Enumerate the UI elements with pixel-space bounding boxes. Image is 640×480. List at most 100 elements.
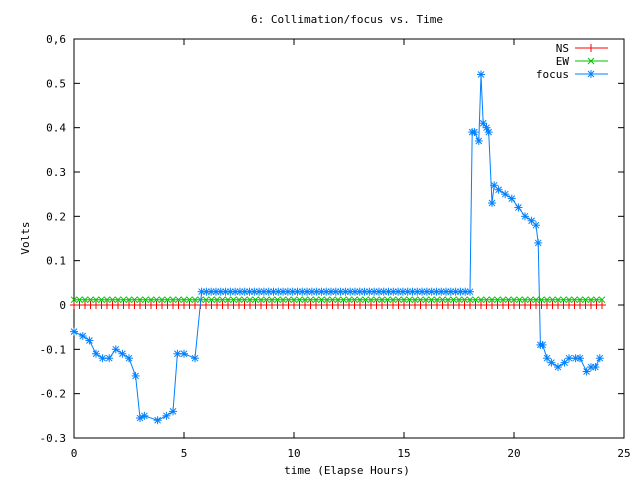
data-point-marker — [312, 296, 320, 304]
data-point-marker — [263, 296, 270, 304]
data-point-marker — [105, 354, 114, 363]
data-point-marker — [76, 296, 83, 304]
data-point-marker — [131, 371, 140, 380]
data-point-marker — [595, 354, 604, 363]
data-point-marker — [444, 296, 452, 304]
data-point-marker — [180, 349, 188, 358]
data-point-marker — [560, 296, 567, 304]
data-point-marker — [356, 296, 364, 304]
x-tick-label: 10 — [287, 447, 300, 460]
data-point-marker — [307, 296, 314, 304]
data-point-marker — [125, 296, 133, 304]
data-point-marker — [565, 296, 573, 304]
data-point-marker — [103, 296, 111, 304]
data-point-marker — [510, 296, 518, 304]
data-point-marker — [437, 287, 446, 296]
data-point-marker — [472, 296, 479, 304]
data-point-marker — [593, 296, 600, 304]
data-point-marker — [345, 296, 353, 304]
data-point-marker — [279, 296, 287, 304]
data-point-marker — [257, 296, 265, 304]
data-point-marker — [389, 296, 397, 304]
data-point-marker — [362, 296, 369, 304]
data-point-marker — [598, 296, 606, 304]
data-point-marker — [505, 296, 512, 304]
data-point-marker — [111, 345, 120, 354]
data-point-marker — [587, 57, 595, 65]
data-point-marker — [114, 296, 122, 304]
data-point-marker — [301, 296, 309, 304]
legend-label: NS — [556, 42, 569, 55]
y-tick-label: 0.4 — [46, 122, 66, 135]
data-point-marker — [479, 119, 488, 128]
data-point-marker — [450, 296, 457, 304]
data-point-marker — [241, 296, 248, 304]
x-tick-label: 20 — [507, 447, 520, 460]
y-tick-label: 0.5 — [46, 77, 66, 90]
legend-item: NS — [556, 42, 608, 55]
data-point-marker — [331, 287, 340, 296]
y-tick-label: 0 — [59, 299, 66, 312]
data-point-marker — [367, 296, 375, 304]
data-point-marker — [576, 354, 584, 363]
data-point-marker — [587, 70, 595, 78]
data-point-marker — [213, 296, 221, 304]
data-point-marker — [543, 296, 551, 304]
data-point-marker — [488, 199, 496, 208]
data-point-marker — [293, 287, 302, 296]
x-tick-label: 5 — [181, 447, 188, 460]
data-point-marker — [433, 296, 441, 304]
data-point-marker — [587, 44, 595, 52]
data-point-marker — [373, 296, 380, 304]
legend-label: focus — [536, 68, 569, 81]
data-point-marker — [246, 296, 254, 304]
data-point-marker — [514, 203, 523, 212]
data-point-marker — [384, 296, 391, 304]
data-point-marker — [318, 296, 325, 304]
y-tick-label: 0,6 — [46, 33, 66, 46]
data-point-marker — [158, 296, 166, 304]
data-point-marker — [136, 296, 144, 304]
data-point-marker — [131, 296, 138, 304]
data-point-marker — [406, 296, 413, 304]
data-point-marker — [477, 296, 485, 304]
data-point-marker — [398, 287, 407, 296]
data-point-marker — [268, 296, 276, 304]
data-point-marker — [92, 349, 100, 358]
data-point-marker — [411, 296, 419, 304]
data-point-marker — [169, 296, 177, 304]
data-point-marker — [307, 287, 316, 296]
data-point-marker — [180, 296, 188, 304]
data-point-marker — [554, 296, 562, 304]
data-point-marker — [252, 296, 259, 304]
data-point-marker — [140, 411, 149, 420]
data-point-marker — [442, 287, 451, 296]
series-line — [73, 74, 601, 421]
data-point-marker — [303, 287, 312, 296]
data-point-marker — [125, 354, 133, 363]
data-point-marker — [379, 287, 388, 296]
y-tick-label: -0.2 — [40, 388, 67, 401]
data-point-marker — [554, 363, 562, 372]
y-axis: -0.3 -0.2 -0.1 0 0.1 0.2 0.3 0.4 0.5 0,6 — [40, 33, 624, 445]
series-ew — [70, 296, 606, 304]
y-tick-label: 0.3 — [46, 166, 66, 179]
data-point-marker — [488, 296, 496, 304]
data-point-marker — [534, 238, 543, 247]
data-point-marker — [521, 212, 529, 221]
data-point-marker — [219, 296, 226, 304]
data-point-marker — [81, 296, 89, 304]
data-point-marker — [466, 287, 474, 296]
data-point-marker — [532, 221, 540, 230]
data-point-marker — [120, 296, 127, 304]
data-point-marker — [296, 296, 303, 304]
data-point-marker — [547, 358, 556, 367]
data-point-marker — [153, 296, 160, 304]
data-point-marker — [582, 296, 589, 304]
data-point-marker — [389, 287, 398, 296]
data-point-marker — [211, 287, 220, 296]
data-point-marker — [576, 296, 584, 304]
data-point-marker — [274, 296, 281, 304]
data-point-marker — [587, 296, 595, 304]
